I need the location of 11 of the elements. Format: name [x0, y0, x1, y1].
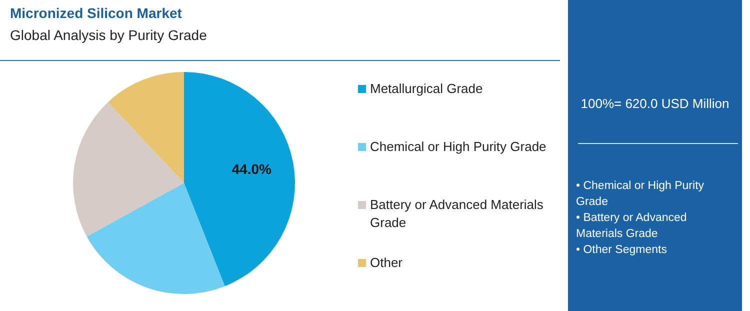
legend-label: Chemical or High Purity Grade: [370, 138, 546, 156]
text: • Battery or Advanced Materials Grade: [576, 211, 688, 242]
legend-label: Other: [370, 254, 403, 272]
data-label: 44.0%: [232, 160, 272, 177]
text: 100%= 620.0 USD Million: [580, 96, 730, 111]
text: • Other Segments: [576, 243, 668, 258]
chart-title: Micronized Silicon Market: [10, 5, 182, 21]
legend-label: Battery or Advanced Materials Grade: [370, 196, 544, 232]
chart-subtitle: Global Analysis by Purity Grade: [10, 27, 207, 43]
text: • Chemical or High Purity Grade: [576, 179, 706, 210]
legend-label: Metallurgical Grade: [370, 80, 483, 98]
